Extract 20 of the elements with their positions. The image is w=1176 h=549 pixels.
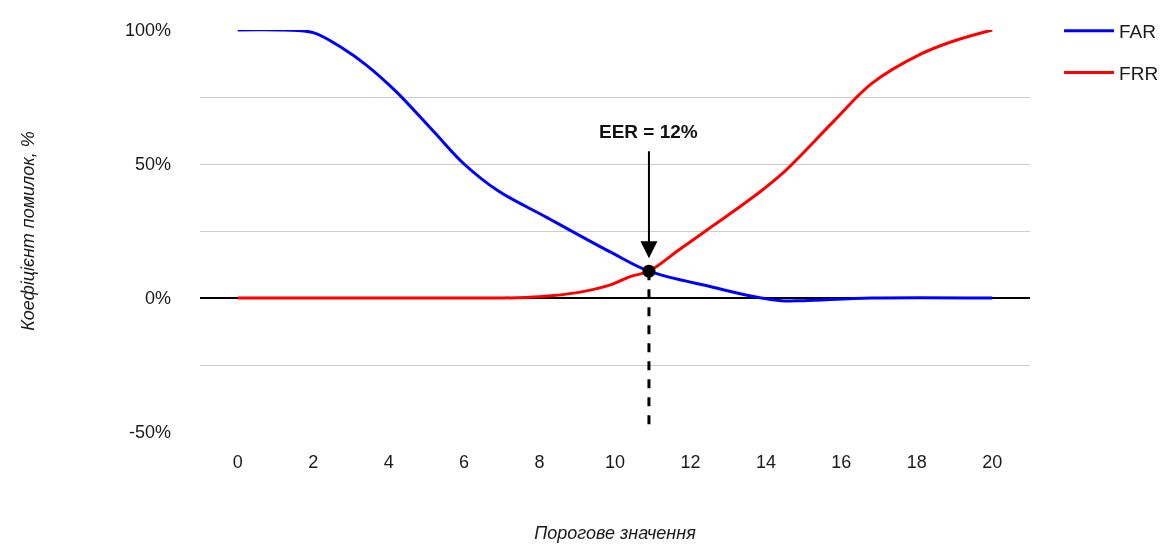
y-tick-label: 100% [124,20,171,41]
x-tick-label: 14 [755,452,776,472]
y-tick-label: -50% [128,422,171,443]
legend-label: FRR [1119,62,1159,84]
y-axis-title: Коефіцієнт помилок, % [18,131,39,331]
x-tick-label: 4 [383,452,394,472]
legend-label: FAR [1119,21,1156,43]
x-tick-label: 8 [534,452,545,472]
x-axis-title: Порогове значення [534,523,697,544]
y-tick-label: 0% [144,288,171,309]
x-tick-label: 6 [459,452,470,472]
annotation: EER = 12% [599,121,698,142]
x-tick-label: 2 [308,452,319,472]
x-tick-label: 20 [982,452,1003,472]
x-tick-label: 16 [831,452,852,472]
x-tick-label: 0 [232,452,243,472]
y-tick-label: 50% [134,154,171,175]
x-tick-label: 10 [604,452,626,472]
x-tick-label: 12 [680,452,701,472]
x-tick-label: 18 [906,452,927,472]
